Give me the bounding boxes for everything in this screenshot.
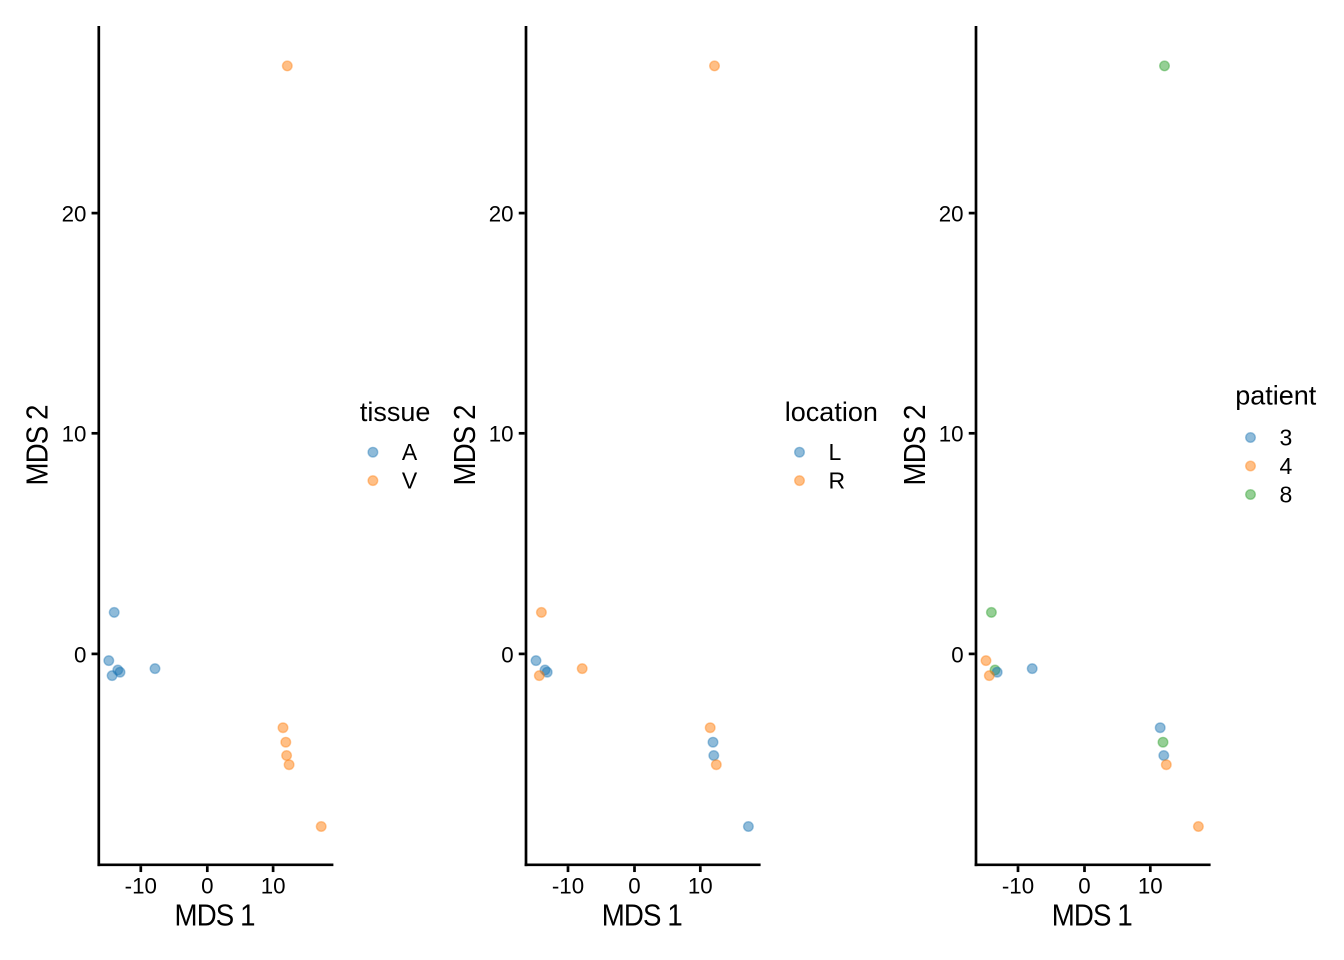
svg-text:MDS 2: MDS 2 — [899, 405, 933, 485]
svg-text:0: 0 — [1078, 874, 1090, 899]
svg-text:patient: patient — [1235, 381, 1317, 411]
svg-text:-10: -10 — [1002, 874, 1034, 899]
svg-text:L: L — [829, 439, 842, 465]
svg-text:MDS 1: MDS 1 — [1052, 899, 1132, 933]
svg-text:0: 0 — [201, 874, 213, 899]
svg-text:10: 10 — [261, 874, 286, 899]
svg-text:tissue: tissue — [360, 397, 431, 427]
svg-text:20: 20 — [62, 202, 87, 227]
svg-text:20: 20 — [489, 202, 514, 227]
svg-text:location: location — [785, 397, 878, 427]
svg-text:MDS 2: MDS 2 — [449, 405, 483, 485]
svg-text:10: 10 — [939, 422, 964, 447]
svg-text:V: V — [402, 468, 418, 494]
svg-text:0: 0 — [501, 642, 513, 667]
svg-text:MDS 1: MDS 1 — [602, 899, 682, 933]
svg-text:-10: -10 — [125, 874, 157, 899]
svg-text:0: 0 — [951, 642, 963, 667]
svg-text:0: 0 — [628, 874, 640, 899]
svg-text:10: 10 — [489, 422, 514, 447]
svg-text:3: 3 — [1280, 425, 1293, 451]
svg-text:10: 10 — [688, 874, 713, 899]
svg-text:20: 20 — [939, 202, 964, 227]
svg-text:MDS 2: MDS 2 — [21, 405, 55, 485]
svg-text:R: R — [829, 468, 846, 494]
svg-text:0: 0 — [74, 642, 86, 667]
svg-text:MDS 1: MDS 1 — [175, 899, 255, 933]
svg-text:A: A — [402, 439, 418, 465]
svg-text:4: 4 — [1280, 453, 1293, 479]
svg-text:-10: -10 — [552, 874, 584, 899]
svg-text:8: 8 — [1280, 482, 1293, 508]
svg-text:10: 10 — [62, 422, 87, 447]
svg-text:10: 10 — [1138, 874, 1163, 899]
